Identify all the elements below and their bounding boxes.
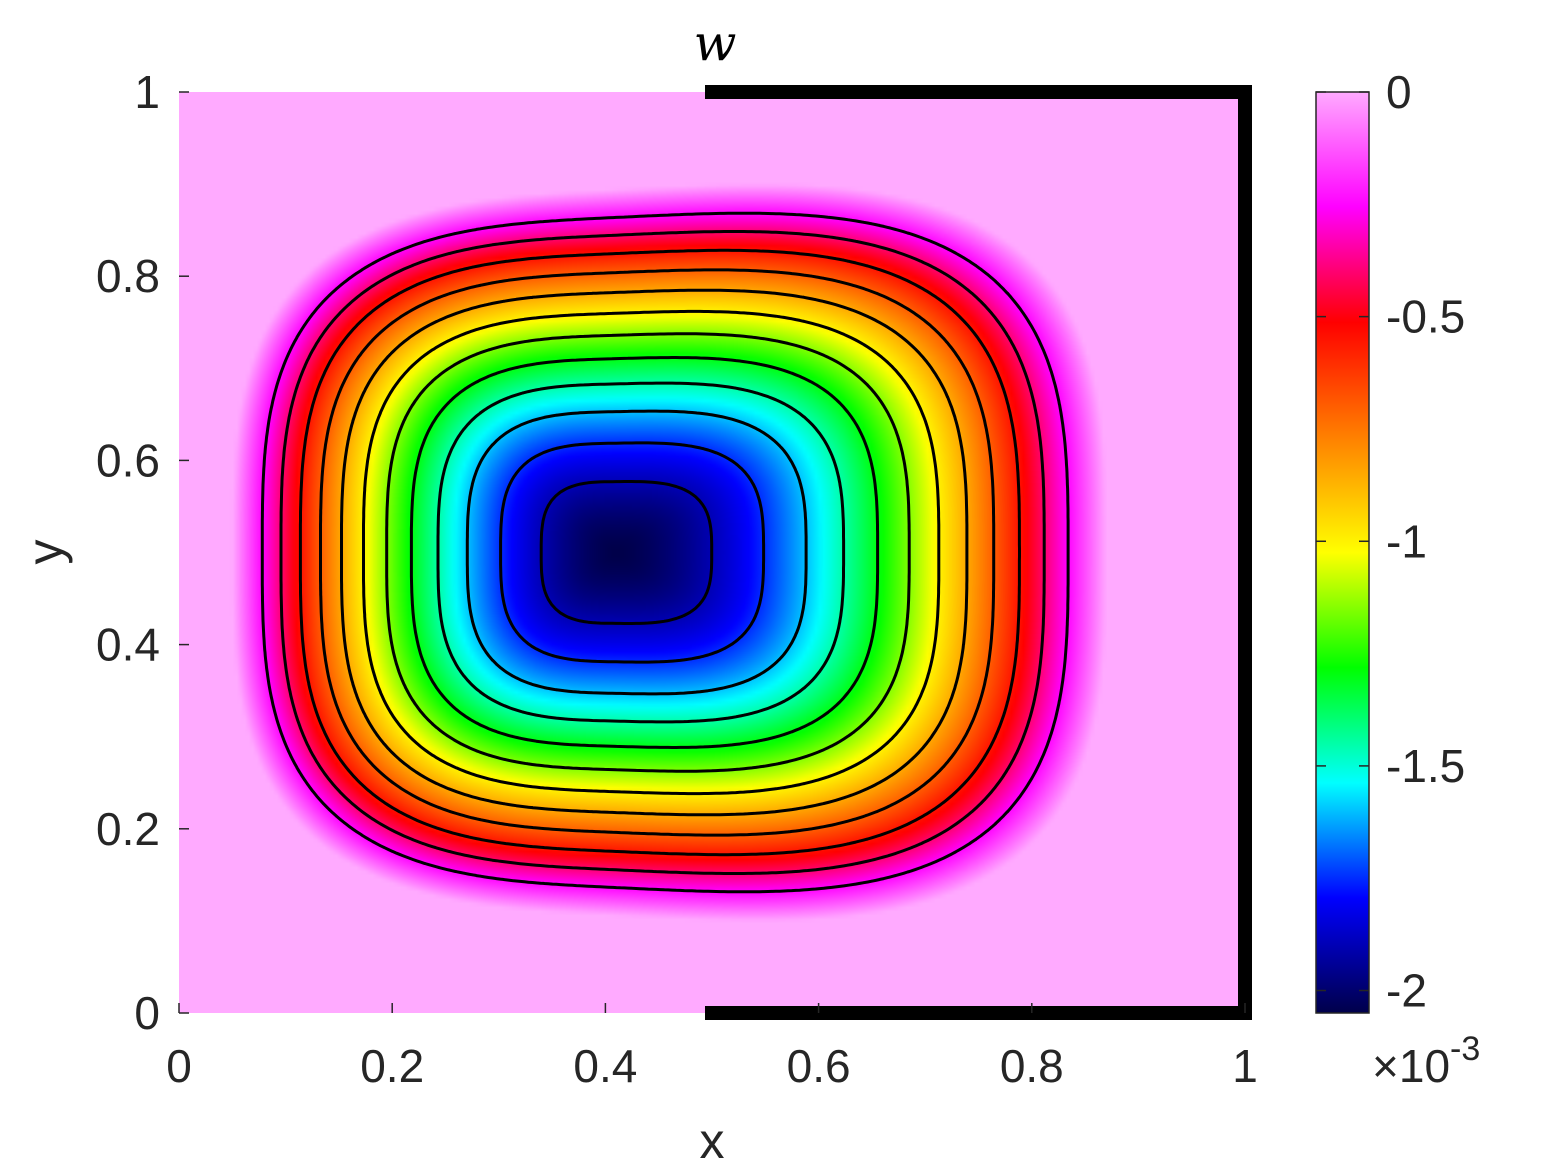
y-tick-label: 1 <box>134 66 160 118</box>
x-tick-label: 0.2 <box>360 1040 424 1092</box>
contour-line-6 <box>385 332 911 773</box>
colorbar-multiplier-prefix: ×10 <box>1372 1040 1450 1092</box>
x-axis-label: x <box>700 1113 725 1169</box>
colorbar-gradient <box>1315 91 1370 1014</box>
colorbar-tick-label: -2 <box>1386 965 1427 1017</box>
colorbar-tick-label: -1.5 <box>1386 740 1465 792</box>
y-tick-label: 0.4 <box>96 619 160 671</box>
contour-line-1 <box>539 480 714 625</box>
contour-line-9 <box>319 268 996 837</box>
contour-line-2 <box>499 441 766 664</box>
y-axis-ticks: 0 0.2 0.4 0.6 0.8 1 <box>96 66 189 1039</box>
x-tick-label: 1 <box>1232 1040 1258 1092</box>
y-axis-label: y <box>17 540 73 565</box>
x-tick-label: 0.6 <box>787 1040 851 1092</box>
plot-area <box>179 85 1252 1020</box>
colorbar-ticks: 0 -0.5 -1 -1.5 -2 <box>1316 66 1465 1017</box>
contour-line-8 <box>340 288 969 817</box>
y-tick-label: 0.2 <box>96 803 160 855</box>
chart-title: w <box>694 14 737 72</box>
wall-boundaries <box>705 85 1252 1020</box>
x-tick-label: 0 <box>166 1040 192 1092</box>
contour-line-11 <box>279 230 1046 875</box>
x-tick-label: 0.4 <box>573 1040 637 1092</box>
colorbar-tick-label: 0 <box>1386 66 1412 118</box>
x-tick-label: 0.8 <box>1000 1040 1064 1092</box>
contour-line-10 <box>298 248 1021 857</box>
y-tick-label: 0.8 <box>96 250 160 302</box>
colorbar: 0 -0.5 -1 -1.5 -2 ×10-3 <box>1315 66 1480 1092</box>
contour-line-4 <box>436 381 846 724</box>
y-tick-label: 0.6 <box>96 434 160 486</box>
colorbar-tick-label: -1 <box>1386 515 1427 567</box>
contour-line-5 <box>409 356 880 749</box>
contour-lines <box>260 211 1070 894</box>
colorbar-tick-label: -0.5 <box>1386 291 1465 343</box>
x-axis-ticks: 0 0.2 0.4 0.6 0.8 1 <box>166 1003 1258 1092</box>
colorbar-multiplier: ×10-3 <box>1372 1030 1480 1092</box>
contour-line-3 <box>465 409 808 696</box>
contour-line-12 <box>260 211 1070 894</box>
colorbar-multiplier-exponent: -3 <box>1450 1030 1480 1068</box>
y-tick-label: 0 <box>134 987 160 1039</box>
contour-line-7 <box>362 309 941 796</box>
